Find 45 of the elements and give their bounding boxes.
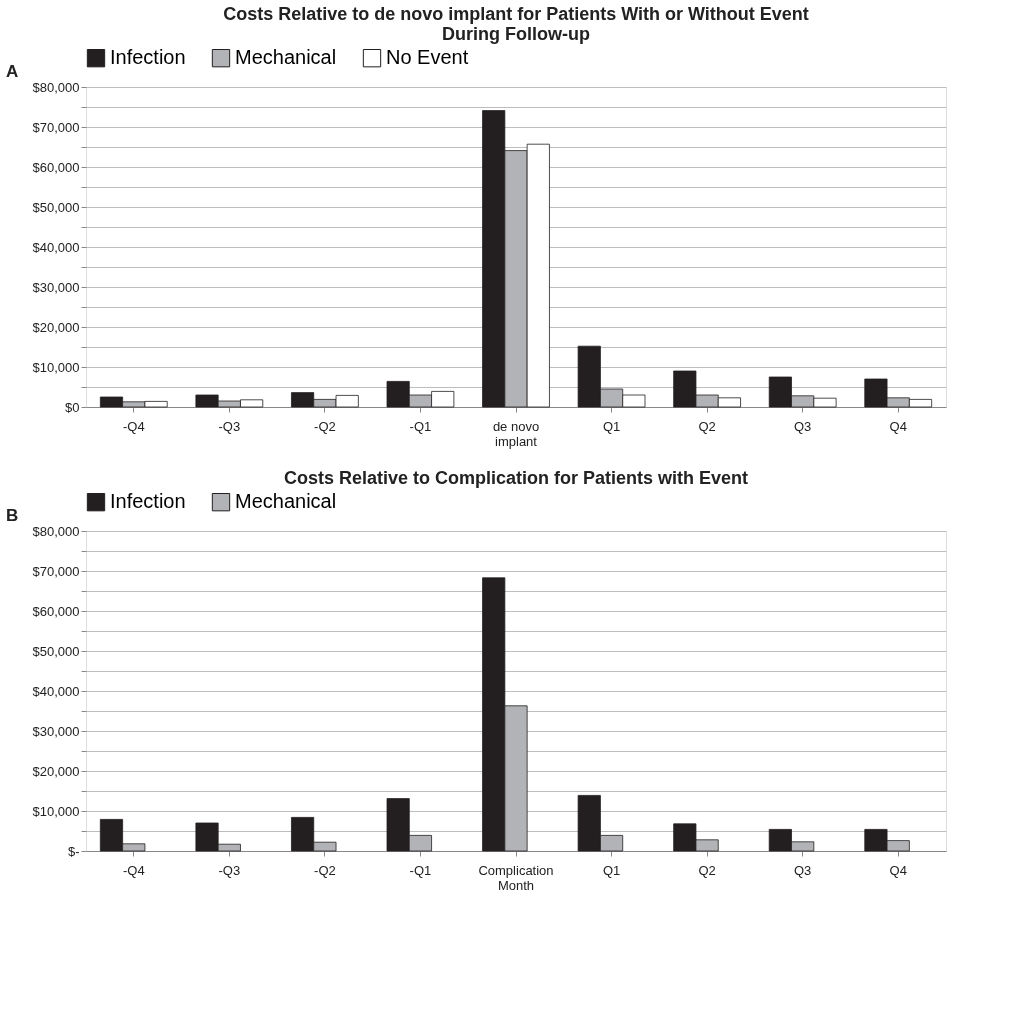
y-tick-label: $50,000 (32, 643, 80, 659)
y-tick-label: $80,000 (32, 79, 80, 95)
x-tick-label: -Q3 (218, 418, 241, 434)
y-tick-label: $20,000 (32, 319, 80, 335)
legend-label: Mechanical (235, 490, 337, 513)
y-tick-label: $30,000 (32, 279, 80, 295)
legend-label: Mechanical (235, 46, 337, 69)
y-tick-label: $50,000 (32, 199, 80, 215)
y-tick-label: $30,000 (32, 723, 80, 739)
y-tick-label: $20,000 (32, 763, 80, 779)
x-tick-label: -Q1 (409, 418, 432, 434)
x-tick-label: Q2 (698, 418, 716, 434)
x-tick-label: -Q1 (409, 862, 432, 878)
x-tick-label: de novo implant (492, 418, 540, 449)
chart-title: Costs Relative to Complication for Patients with Event (283, 468, 749, 488)
y-tick-label: $10,000 (32, 803, 80, 819)
x-tick-label: -Q4 (122, 862, 145, 878)
x-tick-label: Q4 (889, 418, 907, 434)
y-tick-label: $0 (65, 399, 80, 415)
x-tick-label: -Q2 (314, 862, 336, 878)
x-tick-label: Q3 (793, 862, 812, 878)
text: A (6, 62, 19, 81)
y-tick-label: $- (67, 843, 80, 859)
x-tick-label: -Q4 (122, 418, 145, 434)
y-tick-label: $40,000 (32, 239, 80, 255)
x-tick-label: -Q2 (314, 418, 336, 434)
x-tick-label: Q1 (602, 862, 621, 878)
y-tick-label: $60,000 (32, 603, 80, 619)
y-tick-label: $70,000 (32, 563, 80, 579)
y-tick-label: $10,000 (32, 359, 80, 375)
y-tick-label: $60,000 (32, 159, 80, 175)
x-tick-label: Q1 (602, 418, 621, 434)
chart-title: Costs Relative to de novo implant for Patients With or Without Event During Follow-up (223, 4, 809, 44)
legend-label: No Event (386, 46, 469, 69)
x-tick-label: Q2 (698, 862, 716, 878)
x-tick-label: Complication Month (478, 862, 554, 893)
legend-label: Infection (110, 490, 186, 513)
y-tick-label: $70,000 (32, 119, 80, 135)
x-tick-label: Q3 (793, 418, 812, 434)
text: B (6, 506, 19, 525)
x-tick-label: -Q3 (218, 862, 241, 878)
y-tick-label: $80,000 (32, 523, 80, 539)
y-tick-label: $40,000 (32, 683, 80, 699)
legend-label: Infection (110, 46, 186, 69)
x-tick-label: Q4 (889, 862, 907, 878)
